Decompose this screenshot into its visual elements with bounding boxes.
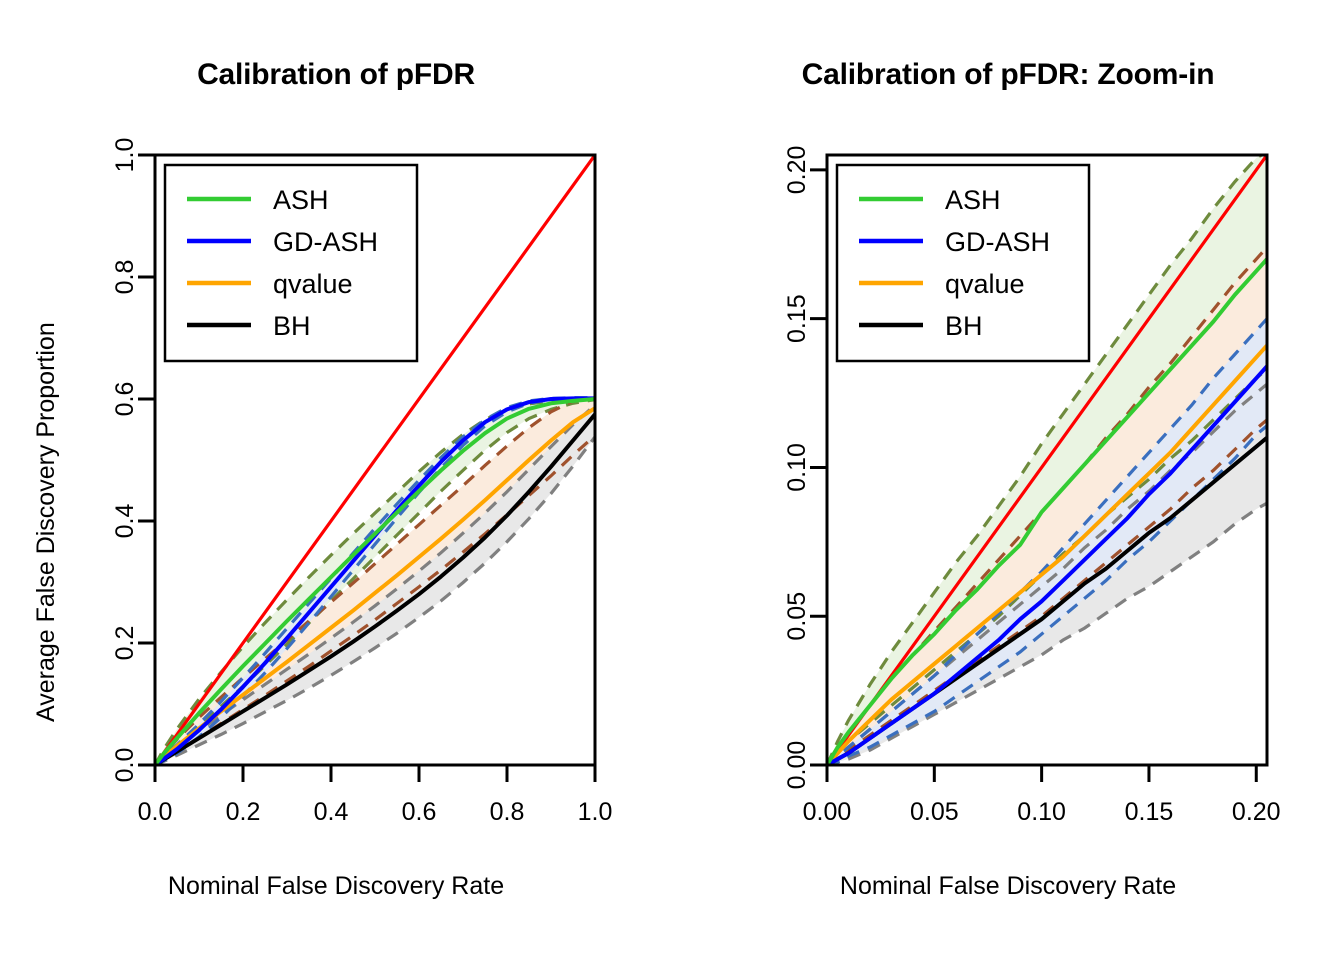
y-tick-label: 0.00 <box>783 741 811 790</box>
plot-area-left: 0.0 0.2 0.4 0.6 0.8 1.0 0.0 0.2 0.4 0.6 0.8 1.0 ASH G… <box>111 138 613 826</box>
y-tick-label: 0.20 <box>783 146 811 195</box>
plot-area-right: 0.00 0.05 0.10 0.15 0.20 0.00 0.05 0.10 0.15 0.20… <box>783 146 1281 826</box>
x-tick-label: 0.15 <box>1125 798 1174 826</box>
x-tick-label: 0.8 <box>490 798 525 826</box>
x-tick-label: 0.6 <box>402 798 437 826</box>
curve-qvalue <box>827 343 1267 765</box>
legend-label-qvalue: qvalue <box>945 269 1025 299</box>
panel-title-left: Calibration of pFDR <box>197 58 475 91</box>
band-edge-ash-upper <box>827 155 1265 765</box>
band-edge-qvalue-lower <box>827 418 1267 765</box>
x-tick-label: 0.10 <box>1017 798 1066 826</box>
identity-line <box>827 155 1267 765</box>
x-tick-label: 0.20 <box>1232 798 1281 826</box>
legend-label-gd-ash: GD-ASH <box>273 227 378 257</box>
band-edge-bh-upper <box>155 403 595 765</box>
x-tick-label: 0.0 <box>138 798 173 826</box>
y-tick-label: 0.6 <box>111 382 139 417</box>
band-edge-qvalue-upper <box>155 396 595 765</box>
y-tick-label: 0.4 <box>111 504 139 539</box>
band-edge-gd-ash-upper <box>827 317 1267 765</box>
legend-label-qvalue: qvalue <box>273 269 353 299</box>
x-tick-label: 0.4 <box>314 798 349 826</box>
y-tick-label: 0.0 <box>111 748 139 783</box>
band-edge-bh-lower <box>827 501 1267 765</box>
x-axis-label-left: Nominal False Discovery Rate <box>167 872 505 900</box>
curve-ash <box>155 397 595 765</box>
band-edge-ash-lower <box>155 398 595 765</box>
x-axis-label-right: Nominal False Discovery Rate <box>839 872 1177 900</box>
plot-frame <box>825 153 1269 767</box>
y-tick-label: 1.0 <box>111 138 139 173</box>
panel-title-right: Calibration of pFDR: Zoom-in <box>801 58 1215 91</box>
y-axis-label-left: Average False Discovery Proportion <box>32 322 60 722</box>
plot-frame <box>153 153 597 767</box>
curve-bh <box>155 412 595 765</box>
identity-line <box>155 155 595 765</box>
x-tick-label: 0.2 <box>226 798 261 826</box>
legend-label-ash: ASH <box>945 185 1001 215</box>
chart-panel-left: Calibration of pFDR 0.0 0.2 0.4 0.6 0.8 1.0 0.… <box>32 58 613 900</box>
y-tick-label: 0.05 <box>783 592 811 641</box>
legend-label-bh: BH <box>945 311 983 341</box>
y-tick-label: 0.10 <box>783 443 811 492</box>
legend-label-gd-ash: GD-ASH <box>945 227 1050 257</box>
y-tick-label: 0.2 <box>111 626 139 661</box>
chart-panel-right: Calibration of pFDR: Zoom-in 0.00 0.05 0.1… <box>672 0 1344 960</box>
y-tick-label: 0.8 <box>111 260 139 295</box>
curve-gd-ash <box>827 364 1267 765</box>
legend-label-bh: BH <box>273 311 311 341</box>
x-tick-label: 1.0 <box>578 798 613 826</box>
y-tick-label: 0.15 <box>783 294 811 343</box>
curve-gd-ash <box>155 396 595 765</box>
x-tick-label: 0.00 <box>803 798 852 826</box>
legend-label-ash: ASH <box>273 185 329 215</box>
curve-ash <box>827 257 1267 765</box>
x-tick-label: 0.05 <box>910 798 959 826</box>
